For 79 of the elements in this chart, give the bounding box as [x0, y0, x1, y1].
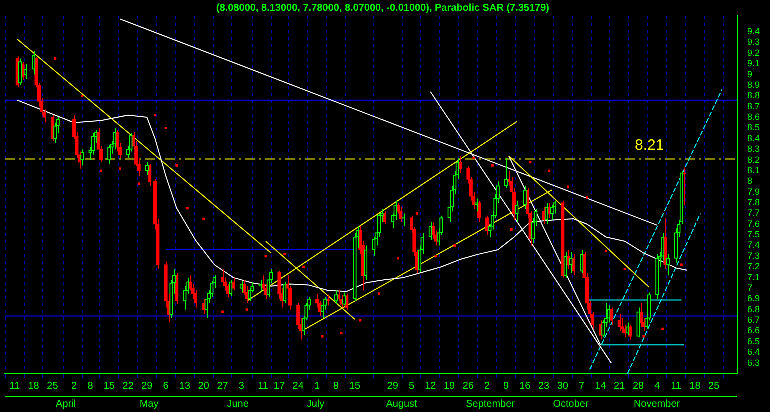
x-tick-label: 13 [179, 380, 191, 392]
y-tick-label: 8.9 [747, 80, 760, 90]
x-tick-label: 2 [72, 380, 78, 392]
x-tick-label: 18 [28, 380, 40, 392]
y-tick-label: 7.1 [747, 272, 760, 282]
x-tick-label: 4 [654, 380, 661, 392]
x-tick-label: 1 [314, 380, 320, 392]
x-tick-label: 25 [47, 380, 59, 392]
y-tick-label: 9.2 [747, 48, 760, 58]
x2-tick-label: November [634, 398, 681, 410]
y-tick-label: 9.3 [747, 37, 760, 48]
x-tick-label: 21 [614, 380, 626, 392]
x-tick-label: 17 [274, 380, 286, 392]
x-tick-label: 11 [258, 380, 269, 392]
y-tick-label: 7.6 [747, 218, 760, 229]
y-tick-label: 8.8 [747, 90, 760, 101]
y-tick-label: 8 [747, 176, 753, 186]
x-tick-label: 20 [198, 380, 210, 392]
y-tick-label: 8.3 [747, 144, 760, 154]
x-tick-label: 26 [462, 380, 474, 392]
x2-tick-label: September [466, 398, 516, 410]
x-tick-label: 8 [88, 380, 94, 392]
y-tick-label: 7 [747, 282, 753, 293]
x-tick-label: 27 [217, 380, 229, 392]
x-tick-label: 19 [444, 380, 456, 392]
x-tick-label: 3 [238, 380, 245, 392]
x-tick-label: 2 [484, 380, 491, 392]
y-tick-label: 7.2 [747, 262, 760, 272]
x-tick-label: 29 [142, 380, 154, 392]
x-tick-label: 8 [333, 380, 340, 392]
x2-tick-label: June [227, 398, 250, 410]
y-tick-label: 7.3 [747, 250, 760, 261]
y-tick-label: 7.4 [747, 240, 760, 250]
y-tick-label: 8.6 [747, 112, 760, 122]
x-tick-label: 6 [163, 380, 170, 392]
y-tick-label: 6.8 [747, 304, 760, 314]
y-tick-label: 6.3 [747, 358, 760, 368]
x-tick-label: 24 [292, 380, 304, 392]
x-tick-label: 30 [557, 380, 569, 392]
y-tick-label: 6.4 [747, 347, 760, 358]
x-tick-label: 15 [104, 380, 116, 392]
y-tick-label: 7.7 [747, 208, 760, 218]
y-tick-label: 6.6 [747, 326, 760, 336]
x-tick-label: 11 [671, 380, 682, 392]
x-tick-label: 5 [408, 380, 415, 392]
x-tick-label: 28 [632, 380, 645, 392]
y-tick-label: 8.2 [747, 154, 760, 165]
y-tick-label: 6.9 [747, 294, 760, 304]
x-tick-label: 18 [690, 380, 702, 392]
y-tick-label: 9 [747, 69, 753, 80]
x-tick-label: 12 [425, 380, 437, 392]
x2-tick-label: August [386, 398, 418, 410]
x-tick-label: 11 [10, 380, 21, 392]
x2-tick-label: April [56, 398, 76, 410]
x2-tick-label: October [553, 398, 590, 410]
y-tick-label: 8.4 [747, 133, 760, 144]
y-tick-label: 8.1 [747, 165, 760, 176]
x-tick-label: 7 [579, 380, 586, 392]
y-tick-label: 6.5 [747, 336, 760, 346]
x-tick-label: 16 [520, 380, 532, 392]
x-tick-label: 23 [538, 380, 550, 392]
x2-tick-label: July [306, 398, 325, 410]
y-tick-label: 7.8 [747, 198, 760, 208]
x-tick-label: 25 [708, 380, 720, 392]
y-tick-label: 6.7 [747, 315, 760, 326]
y-tick-label: 7.5 [747, 230, 760, 240]
y-tick-label: 9.1 [747, 58, 760, 69]
y-tick-label: 8.5 [747, 122, 760, 133]
chart-title: (8.08000, 8.13000, 7.78000, 8.07000, -0.01000), Parabolic SAR (7.35179) [216, 2, 550, 14]
y-tick-label: 8.7 [747, 101, 760, 112]
x2-tick-label: May [140, 398, 159, 410]
x-tick-label: 22 [122, 380, 134, 392]
x-tick-label: 14 [595, 380, 607, 392]
x-tick-label: 9 [503, 380, 510, 392]
x-tick-label: 15 [349, 380, 362, 392]
x-tick-label: 29 [387, 380, 399, 392]
y-tick-label: 7.9 [747, 186, 760, 197]
ref-line-label: 8.21 [634, 136, 664, 154]
y-tick-label: 9.4 [747, 26, 760, 37]
